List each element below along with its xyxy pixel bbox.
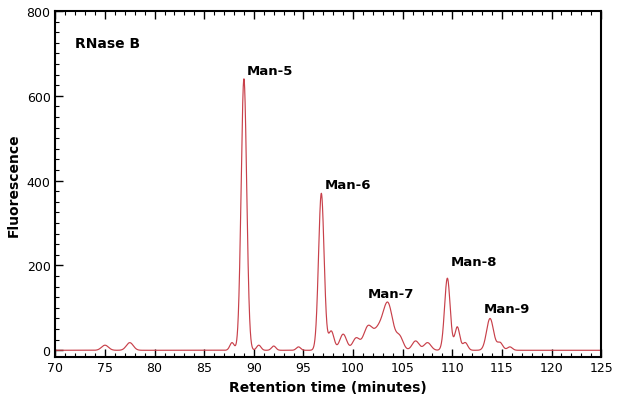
Text: Man-5: Man-5 — [247, 65, 293, 77]
X-axis label: Retention time (minutes): Retention time (minutes) — [229, 380, 427, 394]
Text: Man-7: Man-7 — [368, 288, 414, 300]
Text: Man-8: Man-8 — [450, 255, 497, 268]
Y-axis label: Fluorescence: Fluorescence — [7, 133, 21, 236]
Text: Man-9: Man-9 — [484, 303, 531, 316]
Text: RNase B: RNase B — [75, 37, 140, 51]
Text: Man-6: Man-6 — [324, 179, 371, 192]
